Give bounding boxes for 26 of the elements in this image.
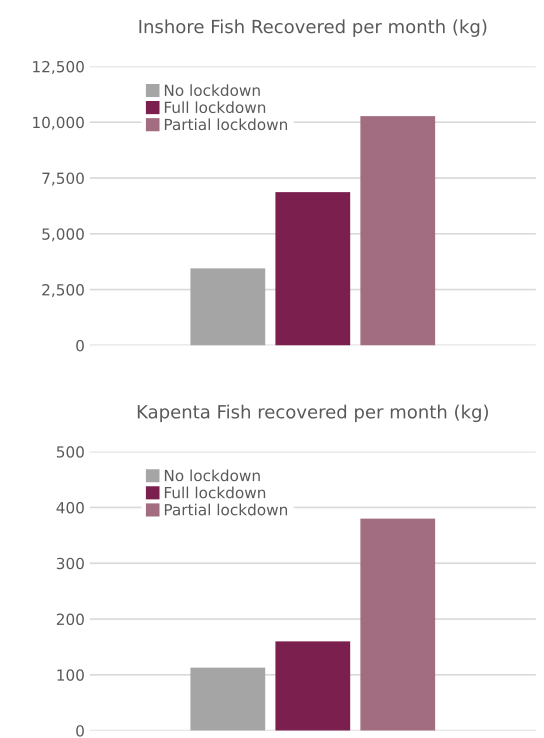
legend-label: No lockdown [164, 469, 260, 482]
y-tick-label: 5,000 [42, 228, 84, 242]
y-tick-label: 12,500 [33, 60, 84, 74]
legend-label: No lockdown [164, 84, 260, 96]
y-tick-label: 200 [56, 614, 84, 626]
bar [360, 518, 436, 731]
y-tick-label: 400 [56, 502, 84, 514]
bar [275, 641, 350, 731]
y-tick-label: 10,000 [33, 116, 84, 130]
y-tick-label: 100 [57, 669, 84, 681]
chart-title: Kapenta Fish recovered per month (kg) [138, 404, 488, 422]
legend-label: Full lockdown [164, 486, 266, 498]
legend-label: Full lockdown [164, 101, 266, 114]
bar [275, 192, 350, 346]
y-tick-label: 7,500 [42, 172, 84, 186]
legend-label: Partial lockdown [164, 504, 288, 516]
y-tick-label: 300 [56, 558, 84, 570]
y-tick-label: 0 [76, 725, 84, 737]
bar [360, 116, 436, 346]
bar [190, 268, 266, 346]
y-tick-label: 0 [76, 340, 84, 352]
y-tick-label: 500 [56, 446, 84, 458]
bar [190, 668, 266, 731]
y-tick-label: 2,500 [42, 284, 84, 298]
legend-label: Partial lockdown [164, 118, 288, 130]
chart-title: Inshore Fish Recovered per month (kg) [139, 19, 486, 37]
